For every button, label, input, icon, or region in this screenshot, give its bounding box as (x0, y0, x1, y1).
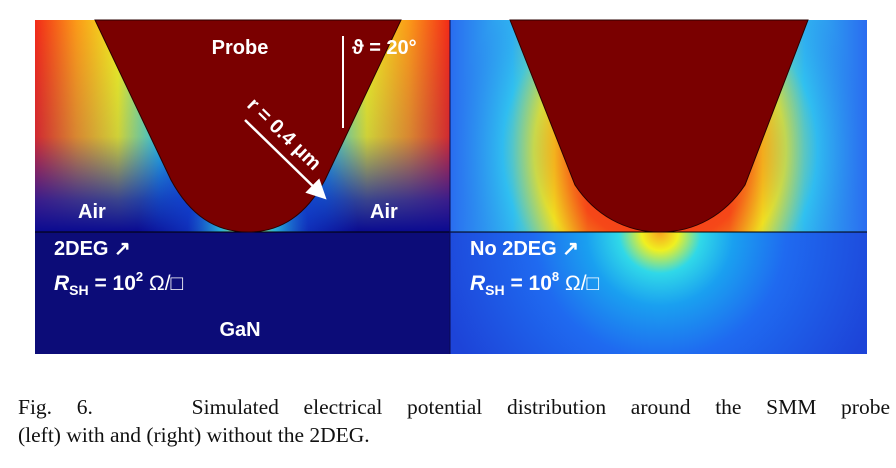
left-rsh-subscript: SH (69, 282, 88, 298)
left-rsh-value: = 10 (89, 272, 136, 295)
figure-caption: Fig. 6. Simulated electrical potential d… (18, 393, 890, 449)
caption-line-1: Fig. 6. Simulated electrical potential d… (18, 395, 890, 419)
left-rsh-unit: Ω/□ (143, 272, 183, 295)
right-panel: No 2DEG ↗ RSH = 108 Ω/□ (450, 19, 867, 354)
right-rsh-subscript: SH (485, 282, 504, 298)
left-rsh-symbol: R (54, 272, 70, 295)
right-rsh-exponent: 8 (552, 269, 559, 284)
left-substrate-region (35, 232, 450, 354)
left-rsh-label: RSH = 102 Ω/□ (54, 269, 184, 298)
left-rsh-exponent: 2 (136, 269, 143, 284)
radius-arrow (244, 119, 327, 200)
angle-label: ϑ = 20° (352, 37, 417, 59)
air-label-left: Air (78, 201, 106, 223)
right-rsh-symbol: R (470, 272, 486, 295)
air-label-right: Air (370, 201, 398, 223)
left-probe-label: Probe (212, 37, 269, 59)
left-layer-label: 2DEG ↗ (54, 238, 131, 260)
left-panel: Probe ϑ = 20° r = 0.4 μm Air Air 2DEG ↗ … (35, 19, 450, 354)
right-rsh-unit: Ω/□ (559, 272, 599, 295)
caption-line-2: (left) with and (right) without the 2DEG… (18, 423, 370, 447)
right-substrate-region (450, 232, 867, 354)
right-layer-label: No 2DEG ↗ (470, 238, 579, 260)
substrate-label: GaN (219, 319, 260, 341)
right-rsh-value: = 10 (505, 272, 552, 295)
right-rsh-label: RSH = 108 Ω/□ (470, 269, 600, 298)
right-probe-shape (509, 19, 809, 233)
